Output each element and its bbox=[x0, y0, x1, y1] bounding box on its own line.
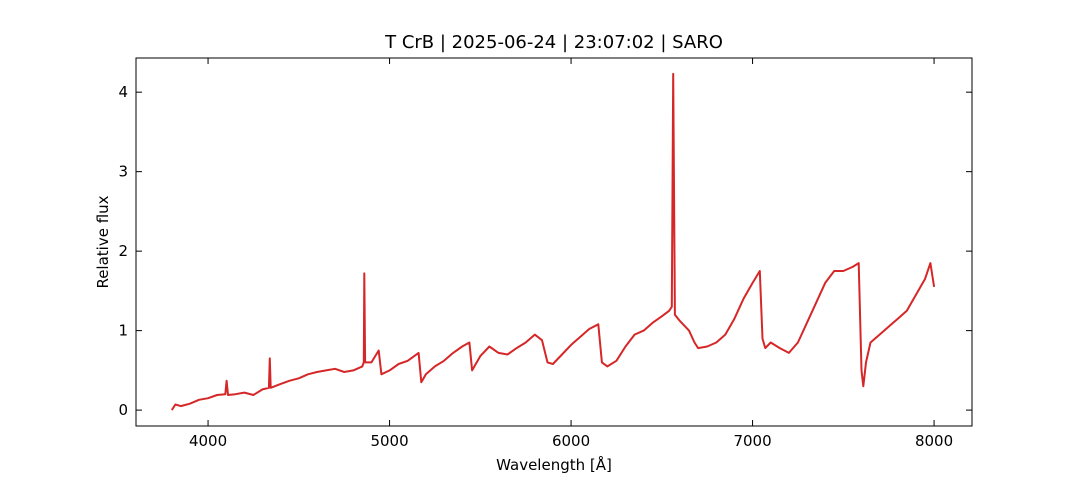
y-tick-label: 3 bbox=[118, 163, 128, 181]
y-tick-label: 0 bbox=[118, 401, 128, 419]
y-axis-label: Relative flux bbox=[94, 195, 112, 288]
y-tick-label: 1 bbox=[118, 322, 128, 340]
x-tick-label: 7000 bbox=[733, 432, 771, 450]
x-tick-label: 8000 bbox=[915, 432, 953, 450]
y-tick-label: 2 bbox=[118, 242, 128, 260]
x-tick-label: 5000 bbox=[370, 432, 408, 450]
y-tick-label: 4 bbox=[118, 83, 128, 101]
x-tick-label: 4000 bbox=[189, 432, 227, 450]
chart-title: T CrB | 2025-06-24 | 23:07:02 | SARO bbox=[384, 32, 723, 53]
x-axis-label: Wavelength [Å] bbox=[496, 455, 612, 474]
spectrum-line bbox=[170, 72, 936, 411]
plot-frame bbox=[135, 57, 973, 427]
x-tick-label: 6000 bbox=[552, 432, 590, 450]
